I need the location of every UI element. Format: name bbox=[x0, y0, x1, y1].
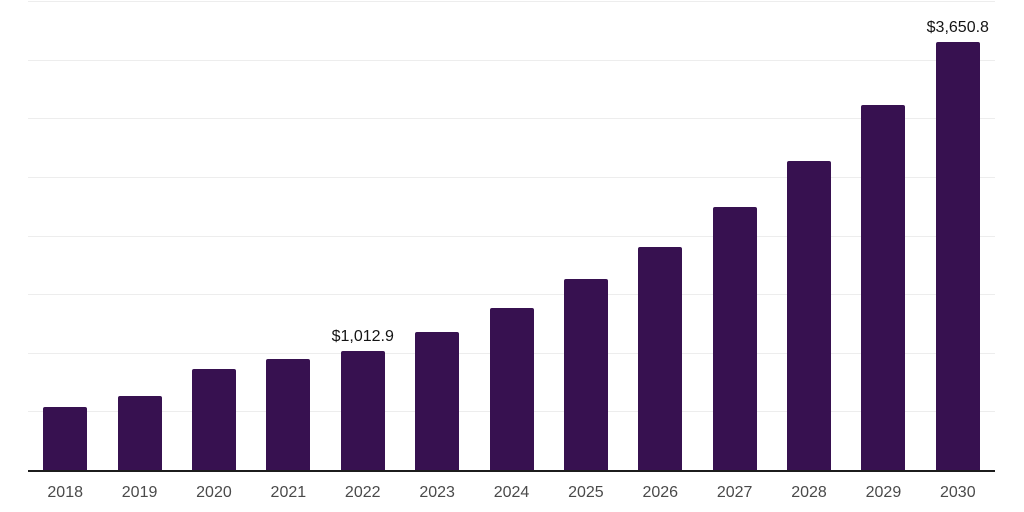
bar-2020 bbox=[191, 369, 236, 470]
x-tick-2028: 2028 bbox=[791, 484, 827, 501]
bar-2024 bbox=[489, 307, 534, 470]
bar-2022 bbox=[340, 351, 385, 470]
x-tick-2019: 2019 bbox=[121, 484, 158, 501]
x-tick-2025: 2025 bbox=[568, 484, 604, 501]
x-tick-2020: 2020 bbox=[196, 484, 232, 501]
x-tick-2018: 2018 bbox=[47, 484, 83, 501]
gridline bbox=[28, 1, 995, 2]
bar-value-label-2022: $1,012.9 bbox=[331, 328, 394, 346]
x-axis-line bbox=[28, 470, 995, 472]
x-axis: 2018 2019 2020 2021 2022 2023 2024 2025 2026 2027… bbox=[0, 484, 1024, 504]
bar-2029 bbox=[861, 105, 906, 470]
gridline bbox=[28, 294, 995, 296]
bar-value-label-2030: $3,650.8 bbox=[926, 18, 989, 36]
bar-2027 bbox=[712, 207, 757, 470]
bar-2019 bbox=[117, 396, 162, 470]
gridline bbox=[28, 235, 995, 237]
x-tick-2021: 2021 bbox=[270, 484, 307, 501]
bar-2023 bbox=[415, 332, 460, 470]
gridline bbox=[28, 118, 995, 120]
x-tick-2029: 2029 bbox=[865, 484, 902, 501]
x-tick-2026: 2026 bbox=[642, 484, 679, 501]
x-tick-2027: 2027 bbox=[716, 484, 753, 501]
bar-2018 bbox=[43, 407, 88, 470]
bar-2028 bbox=[787, 161, 832, 470]
bar-2030 bbox=[935, 41, 980, 470]
x-tick-2023: 2023 bbox=[419, 484, 455, 501]
gridline bbox=[28, 176, 995, 178]
bar-2021 bbox=[266, 358, 311, 470]
bar-2025 bbox=[563, 279, 608, 470]
bar-2026 bbox=[638, 247, 683, 470]
x-tick-2022: 2022 bbox=[344, 484, 381, 501]
x-tick-2030: 2030 bbox=[940, 484, 976, 501]
x-tick-2024: 2024 bbox=[493, 484, 530, 501]
gridline bbox=[28, 59, 995, 61]
plot-area: $1,012.9 $3,650.8 bbox=[28, 1, 995, 470]
